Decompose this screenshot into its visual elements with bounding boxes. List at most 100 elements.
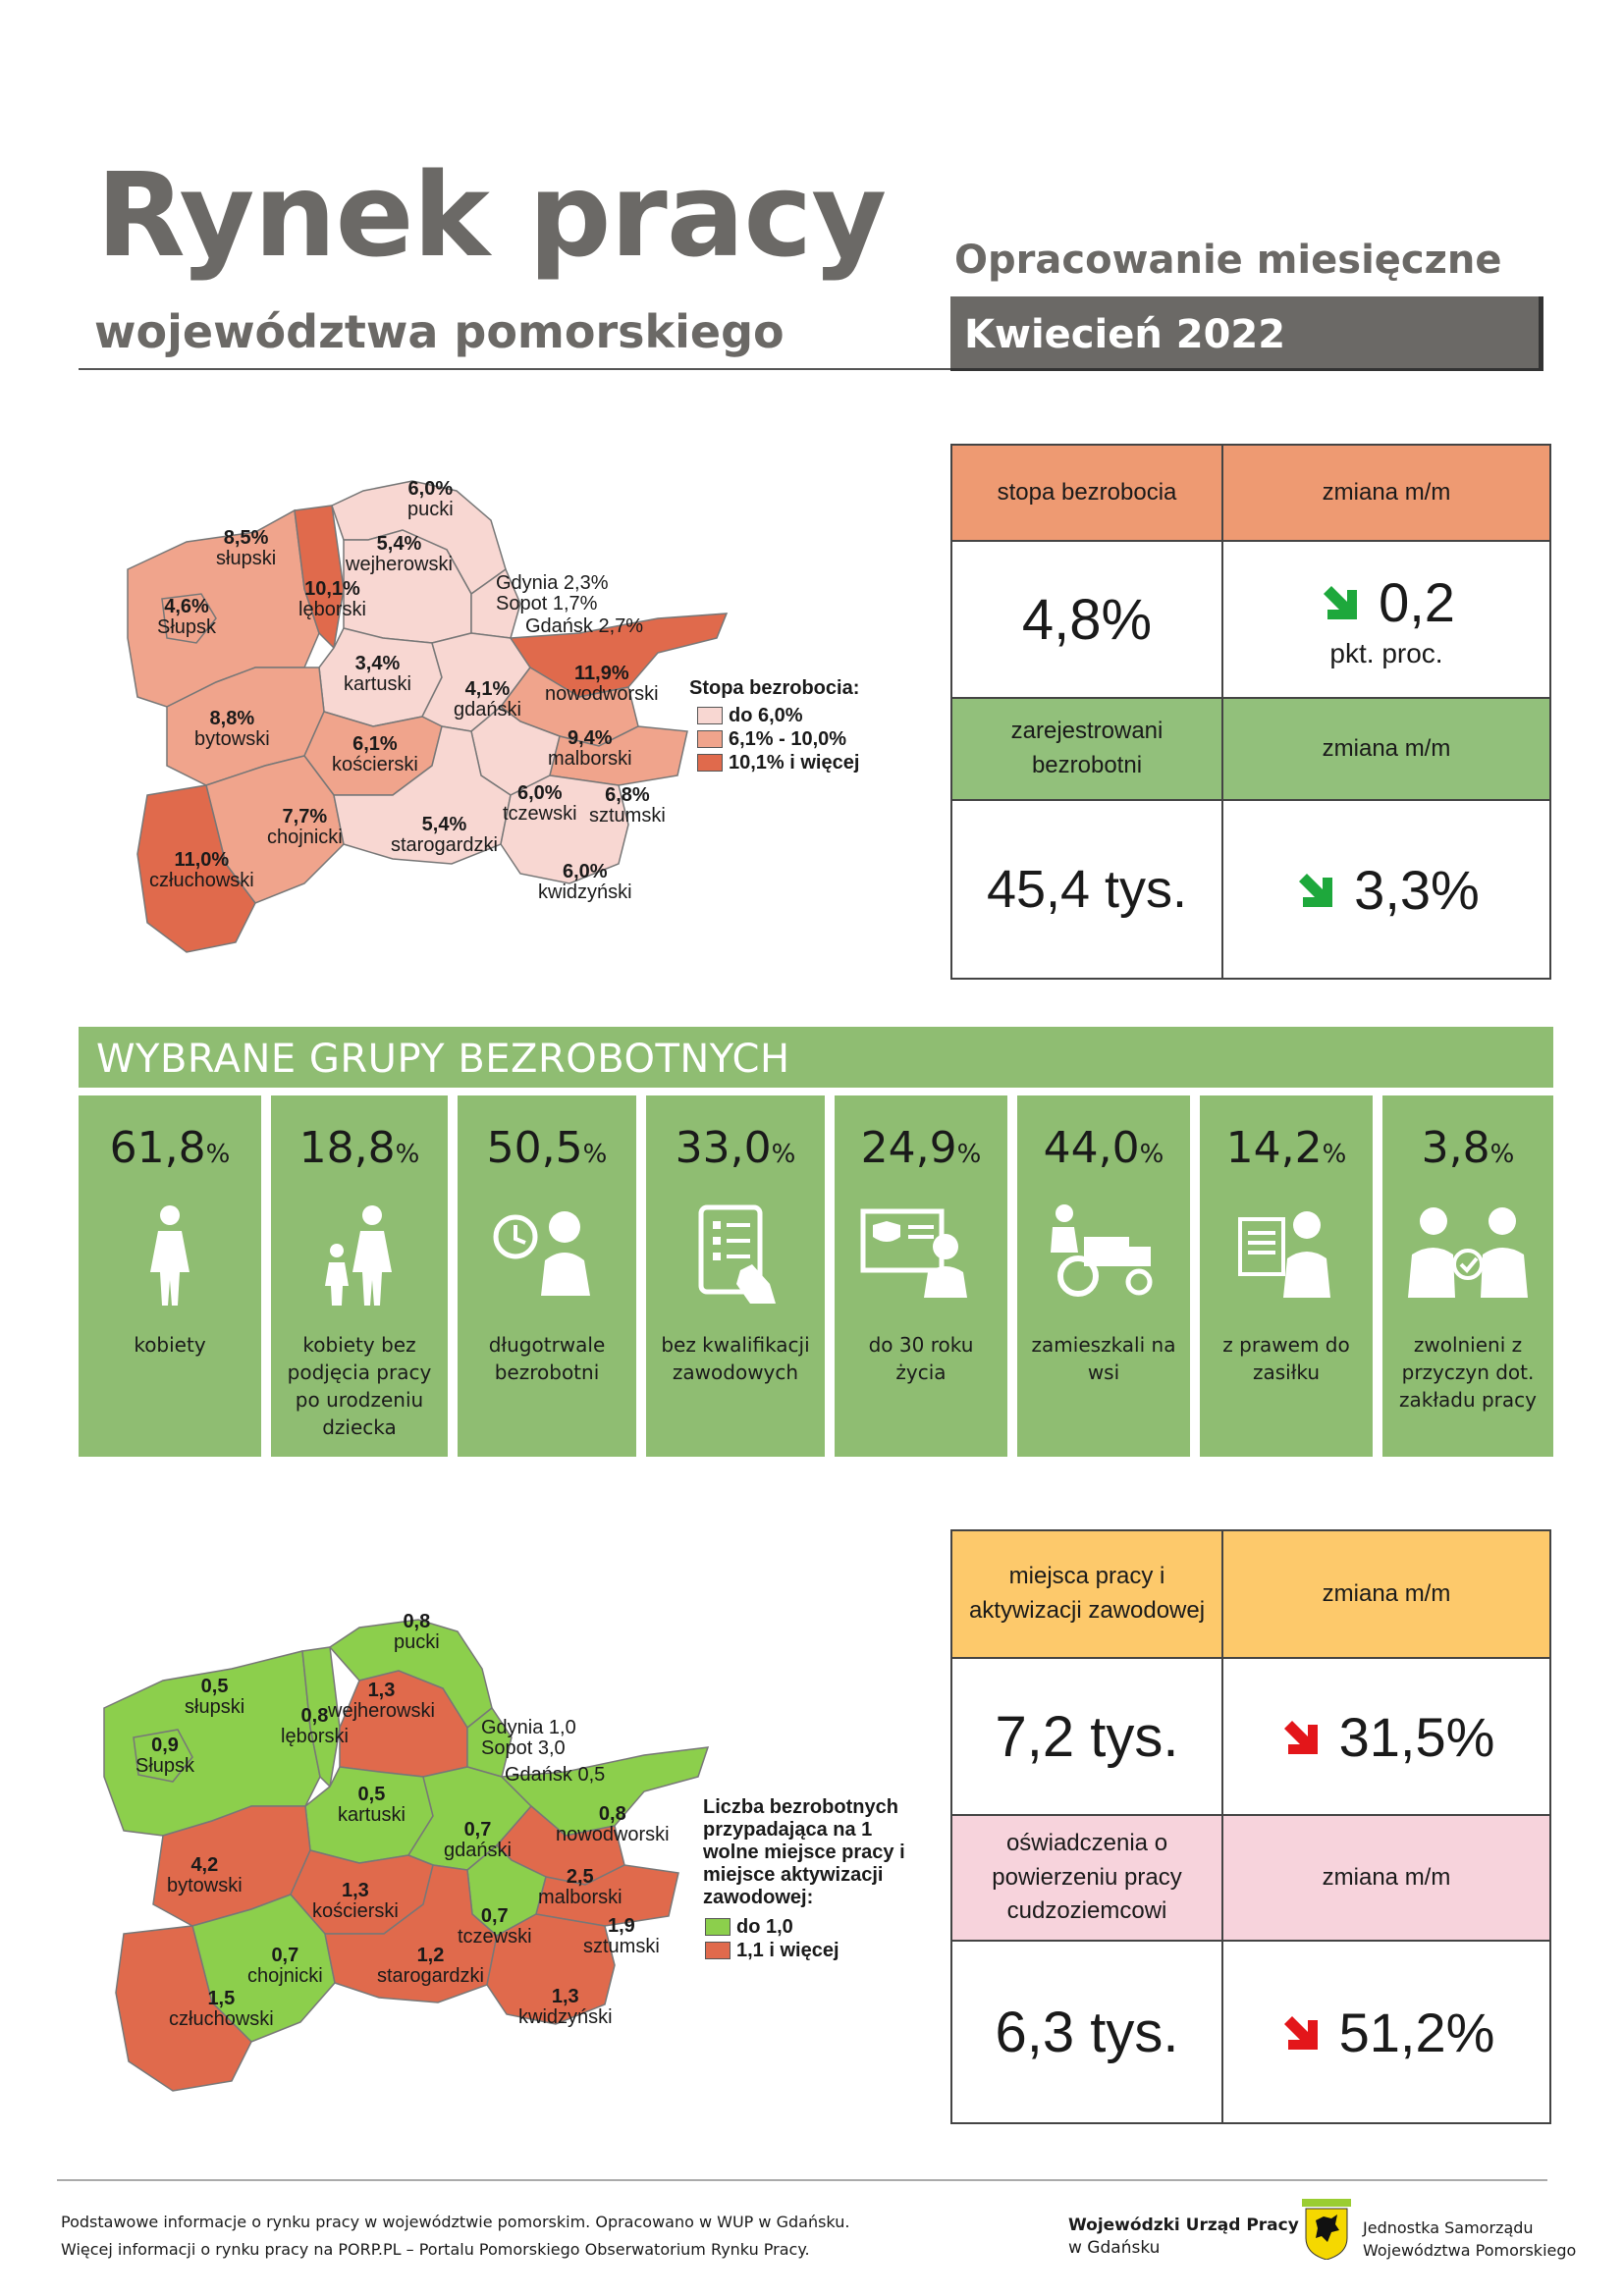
- map1-label-gdanski: 4,1% gdański: [454, 678, 521, 721]
- group-label: zwolnieni z przyczyn dot. zakładu pracy: [1398, 1333, 1537, 1412]
- arrow-down-green-icon: [1318, 580, 1361, 623]
- map2-label-slupski: 0,5 słupski: [185, 1676, 245, 1718]
- jobs-change-cell: 31,5%: [1223, 1659, 1549, 1816]
- rate-change-header: zmiana m/m: [1223, 446, 1549, 542]
- map2-label-slupsk: 0,9 Słupsk: [135, 1735, 195, 1777]
- arrow-down-red-icon: [1278, 1715, 1322, 1758]
- map2-legend-title: Liczba bezrobotnych przypadająca na 1 wo…: [703, 1796, 905, 1908]
- handshake-people-icon: [1408, 1207, 1528, 1298]
- group-card-benefits: 14,2% z prawem do zasiłku: [1200, 1095, 1373, 1457]
- footer-divider: [57, 2179, 1547, 2181]
- map2-label-sztumski: 1,9 sztumski: [583, 1915, 660, 1957]
- permits-change-header: zmiana m/m: [1223, 1816, 1549, 1942]
- group-label: długotrwale bezrobotni: [488, 1333, 606, 1384]
- group-value: 50,5%: [486, 1123, 608, 1173]
- rate-value: 4,8%: [952, 542, 1223, 699]
- map1-label-leborski: 10,1% lęborski: [298, 578, 366, 620]
- group-value: 3,8%: [1421, 1123, 1515, 1173]
- page-subtitle: województwa pomorskiego: [94, 305, 785, 358]
- kpi-table-top: stopa bezrobocia zmiana m/m 4,8% 0,2 pkt…: [950, 444, 1551, 980]
- map1-label-gdansk: Gdańsk 2,7%: [525, 615, 644, 637]
- map1-label-slupsk: 4,6% Słupsk: [157, 596, 217, 638]
- mother-child-icon: [325, 1205, 392, 1306]
- group-label: bez kwalifikacji zawodowych: [661, 1333, 810, 1384]
- map2-label-tczewski: 0,7 tczewski: [458, 1905, 532, 1948]
- registered-change-value: 3,3%: [1354, 858, 1480, 921]
- map1-label-tczewski: 6,0% tczewski: [503, 782, 577, 825]
- job-offers-map: 0,8 pucki 0,5 słupski 1,3 wejherowski 0,8 lę…: [94, 1610, 939, 2120]
- rate-change-unit: pkt. proc.: [1329, 637, 1443, 668]
- jobs-change-header: zmiana m/m: [1223, 1531, 1549, 1659]
- map1-label-sztumski: 6,8% sztumski: [589, 784, 666, 827]
- group-card-long-term: 50,5% długotrwale bezrobotni: [458, 1095, 636, 1457]
- wup-name: Wojewódzki Urząd Pracy: [1068, 2216, 1299, 2235]
- map1-label-kwidzynski: 6,0% kwidzyński: [538, 861, 632, 903]
- map2-label-kartuski: 0,5 kartuski: [338, 1784, 406, 1826]
- job-offers-map-shapes: [103, 1619, 710, 2092]
- map1-label-kartuski: 3,4% kartuski: [344, 653, 411, 695]
- registered-header: zarejestrowani bezrobotni: [952, 699, 1223, 801]
- jobs-value: 7,2 tys.: [952, 1659, 1223, 1816]
- map2-label-gdynia-sopot: Gdynia 1,0 Sopot 3,0: [481, 1717, 576, 1759]
- map2-label-wejherowski: 1,3 wejherowski: [328, 1680, 435, 1722]
- unemployment-rate-map: 6,0% pucki 8,5% słupski 5,4% wejherowski 10…: [108, 471, 913, 982]
- group-label: z prawem do zasiłku: [1222, 1333, 1350, 1384]
- rate-change-cell: 0,2 pkt. proc.: [1223, 542, 1549, 699]
- map1-legend-low: do 6,0%: [697, 705, 803, 726]
- group-value: 24,9%: [860, 1123, 982, 1173]
- map1-label-gdynia-sopot: Gdynia 2,3% Sopot 1,7%: [496, 572, 609, 614]
- kpi-table-bottom: miejsca pracy i aktywizacji zawodowej zm…: [950, 1529, 1551, 2124]
- footer-text: Podstawowe informacje o rynku pracy w wo…: [61, 2209, 849, 2264]
- registered-value: 45,4 tys.: [952, 801, 1223, 978]
- map2-label-starogardzki: 1,2 starogardzki: [377, 1945, 484, 1987]
- unemployment-map-shapes: [127, 480, 729, 953]
- map2-legend-high: 1,1 i więcej: [705, 1940, 839, 1961]
- group-value: 44,0%: [1043, 1123, 1164, 1173]
- map2-label-kwidzynski: 1,3 kwidzyński: [518, 1986, 613, 2028]
- jst-line-1: Jednostka Samorządu: [1363, 2218, 1534, 2237]
- wup-city: w Gdańsku: [1068, 2237, 1161, 2258]
- wup-logo-text: Wojewódzki Urząd Pracy w Gdańsku: [1068, 2215, 1299, 2260]
- young-person-laptop-icon: [860, 1208, 967, 1298]
- period-badge: Kwiecień 2022: [950, 296, 1543, 371]
- arrow-down-green-icon: [1293, 868, 1336, 911]
- rate-change-value: 0,2: [1379, 570, 1455, 633]
- group-card-rural: 44,0% zamieszkali na wsi: [1017, 1095, 1190, 1457]
- group-label: do 30 roku życia: [868, 1333, 974, 1384]
- permits-change-cell: 51,2%: [1223, 1942, 1549, 2122]
- map2-legend-low: do 1,0: [705, 1916, 793, 1938]
- tractor-icon: [1051, 1204, 1153, 1297]
- permits-value: 6,3 tys.: [952, 1942, 1223, 2122]
- footer-line-2: Więcej informacji o rynku pracy na PORP.…: [61, 2240, 810, 2259]
- group-value: 18,8%: [298, 1123, 420, 1173]
- permits-header: oświadczenia o powierzeniu pracy cudzozi…: [952, 1816, 1223, 1942]
- map1-label-wejherowski: 5,4% wejherowski: [346, 533, 453, 575]
- registered-change-cell: 3,3%: [1223, 801, 1549, 978]
- group-value: 61,8%: [109, 1123, 231, 1173]
- permits-change-value: 51,2%: [1338, 2001, 1495, 2063]
- rate-header: stopa bezrobocia: [952, 446, 1223, 542]
- map1-legend-mid: 6,1% - 10,0%: [697, 728, 846, 750]
- woman-icon: [150, 1205, 189, 1306]
- map2-label-pucki: 0,8 pucki: [394, 1611, 440, 1653]
- map1-legend-title: Stopa bezrobocia:: [689, 677, 860, 699]
- report-type: Opracowanie miesięczne: [954, 238, 1502, 283]
- map2-label-malborski: 2,5 malborski: [538, 1866, 623, 1908]
- group-card-under-30: 24,9% do 30 roku życia: [835, 1095, 1007, 1457]
- map2-label-nowodworski: 0,8 nowodworski: [556, 1803, 670, 1845]
- group-label: kobiety bez podjęcia pracy po urodzeniu …: [287, 1333, 432, 1439]
- map2-label-leborski: 0,8 lęborski: [281, 1705, 349, 1747]
- jst-text: Jednostka Samorządu Województwa Pomorski…: [1363, 2216, 1576, 2262]
- group-card-mothers: 18,8% kobiety bez podjęcia pracy po urod…: [271, 1095, 448, 1457]
- map1-label-koscierski: 6,1% kościerski: [332, 733, 418, 775]
- map2-label-gdanski: 0,7 gdański: [444, 1819, 512, 1861]
- map2-label-czluchowski: 1,5 człuchowski: [169, 1988, 274, 2030]
- map2-label-bytowski: 4,2 bytowski: [167, 1854, 243, 1896]
- map1-label-czluchowski: 11,0% człuchowski: [149, 849, 254, 891]
- map1-label-malborski: 9,4% malborski: [548, 727, 632, 770]
- title-divider: [79, 368, 1542, 370]
- page-title: Rynek pracy: [96, 147, 887, 283]
- registered-change-header: zmiana m/m: [1223, 699, 1549, 801]
- group-card-women: 61,8% kobiety: [79, 1095, 261, 1457]
- coat-of-arms-icon: [1302, 2199, 1351, 2260]
